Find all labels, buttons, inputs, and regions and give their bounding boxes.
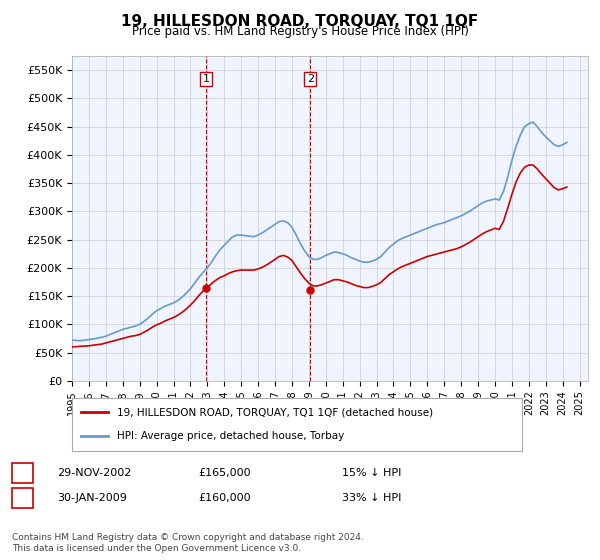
Text: £160,000: £160,000 bbox=[198, 493, 251, 503]
Text: 1: 1 bbox=[202, 74, 209, 84]
Text: 2: 2 bbox=[307, 74, 314, 84]
Text: 33% ↓ HPI: 33% ↓ HPI bbox=[342, 493, 401, 503]
Text: 29-NOV-2002: 29-NOV-2002 bbox=[57, 468, 131, 478]
Text: 1: 1 bbox=[19, 468, 26, 478]
Text: £165,000: £165,000 bbox=[198, 468, 251, 478]
Text: 19, HILLESDON ROAD, TORQUAY, TQ1 1QF (detached house): 19, HILLESDON ROAD, TORQUAY, TQ1 1QF (de… bbox=[117, 408, 433, 418]
Text: Contains HM Land Registry data © Crown copyright and database right 2024.
This d: Contains HM Land Registry data © Crown c… bbox=[12, 533, 364, 553]
Text: Price paid vs. HM Land Registry's House Price Index (HPI): Price paid vs. HM Land Registry's House … bbox=[131, 25, 469, 38]
Text: HPI: Average price, detached house, Torbay: HPI: Average price, detached house, Torb… bbox=[117, 431, 344, 441]
Text: 15% ↓ HPI: 15% ↓ HPI bbox=[342, 468, 401, 478]
Text: 2: 2 bbox=[19, 493, 26, 503]
Text: 19, HILLESDON ROAD, TORQUAY, TQ1 1QF: 19, HILLESDON ROAD, TORQUAY, TQ1 1QF bbox=[121, 14, 479, 29]
Text: 30-JAN-2009: 30-JAN-2009 bbox=[57, 493, 127, 503]
